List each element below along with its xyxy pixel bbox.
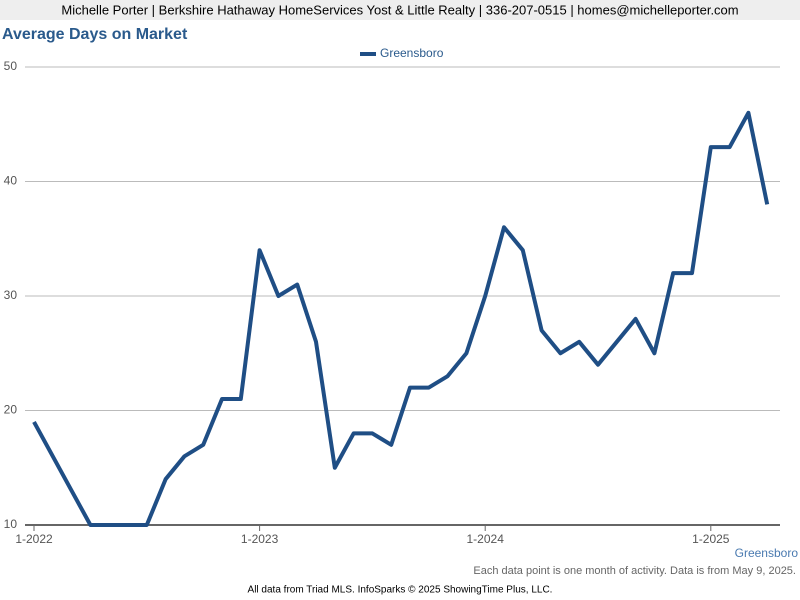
y-tick-label: 40 [4, 174, 18, 188]
x-tick-label: 1-2022 [15, 532, 53, 546]
y-tick-label: 10 [4, 517, 18, 531]
header-bar [0, 0, 800, 20]
area-label: Greensboro [735, 546, 799, 560]
x-tick-label: 1-2023 [241, 532, 279, 546]
x-tick-label: 1-2024 [467, 532, 505, 546]
y-tick-label: 20 [4, 403, 18, 417]
legend-label: Greensboro [380, 46, 444, 60]
x-tick-label: 1-2025 [692, 532, 730, 546]
y-tick-label: 50 [4, 59, 18, 73]
chart-title: Average Days on Market [2, 26, 188, 43]
header: Michelle Porter | Berkshire Hathaway Hom… [61, 2, 738, 17]
footer: All data from Triad MLS. InfoSparks © 20… [248, 585, 553, 596]
y-tick-label: 30 [4, 288, 18, 302]
note: Each data point is one month of activity… [473, 565, 796, 577]
line [32, 110, 770, 527]
